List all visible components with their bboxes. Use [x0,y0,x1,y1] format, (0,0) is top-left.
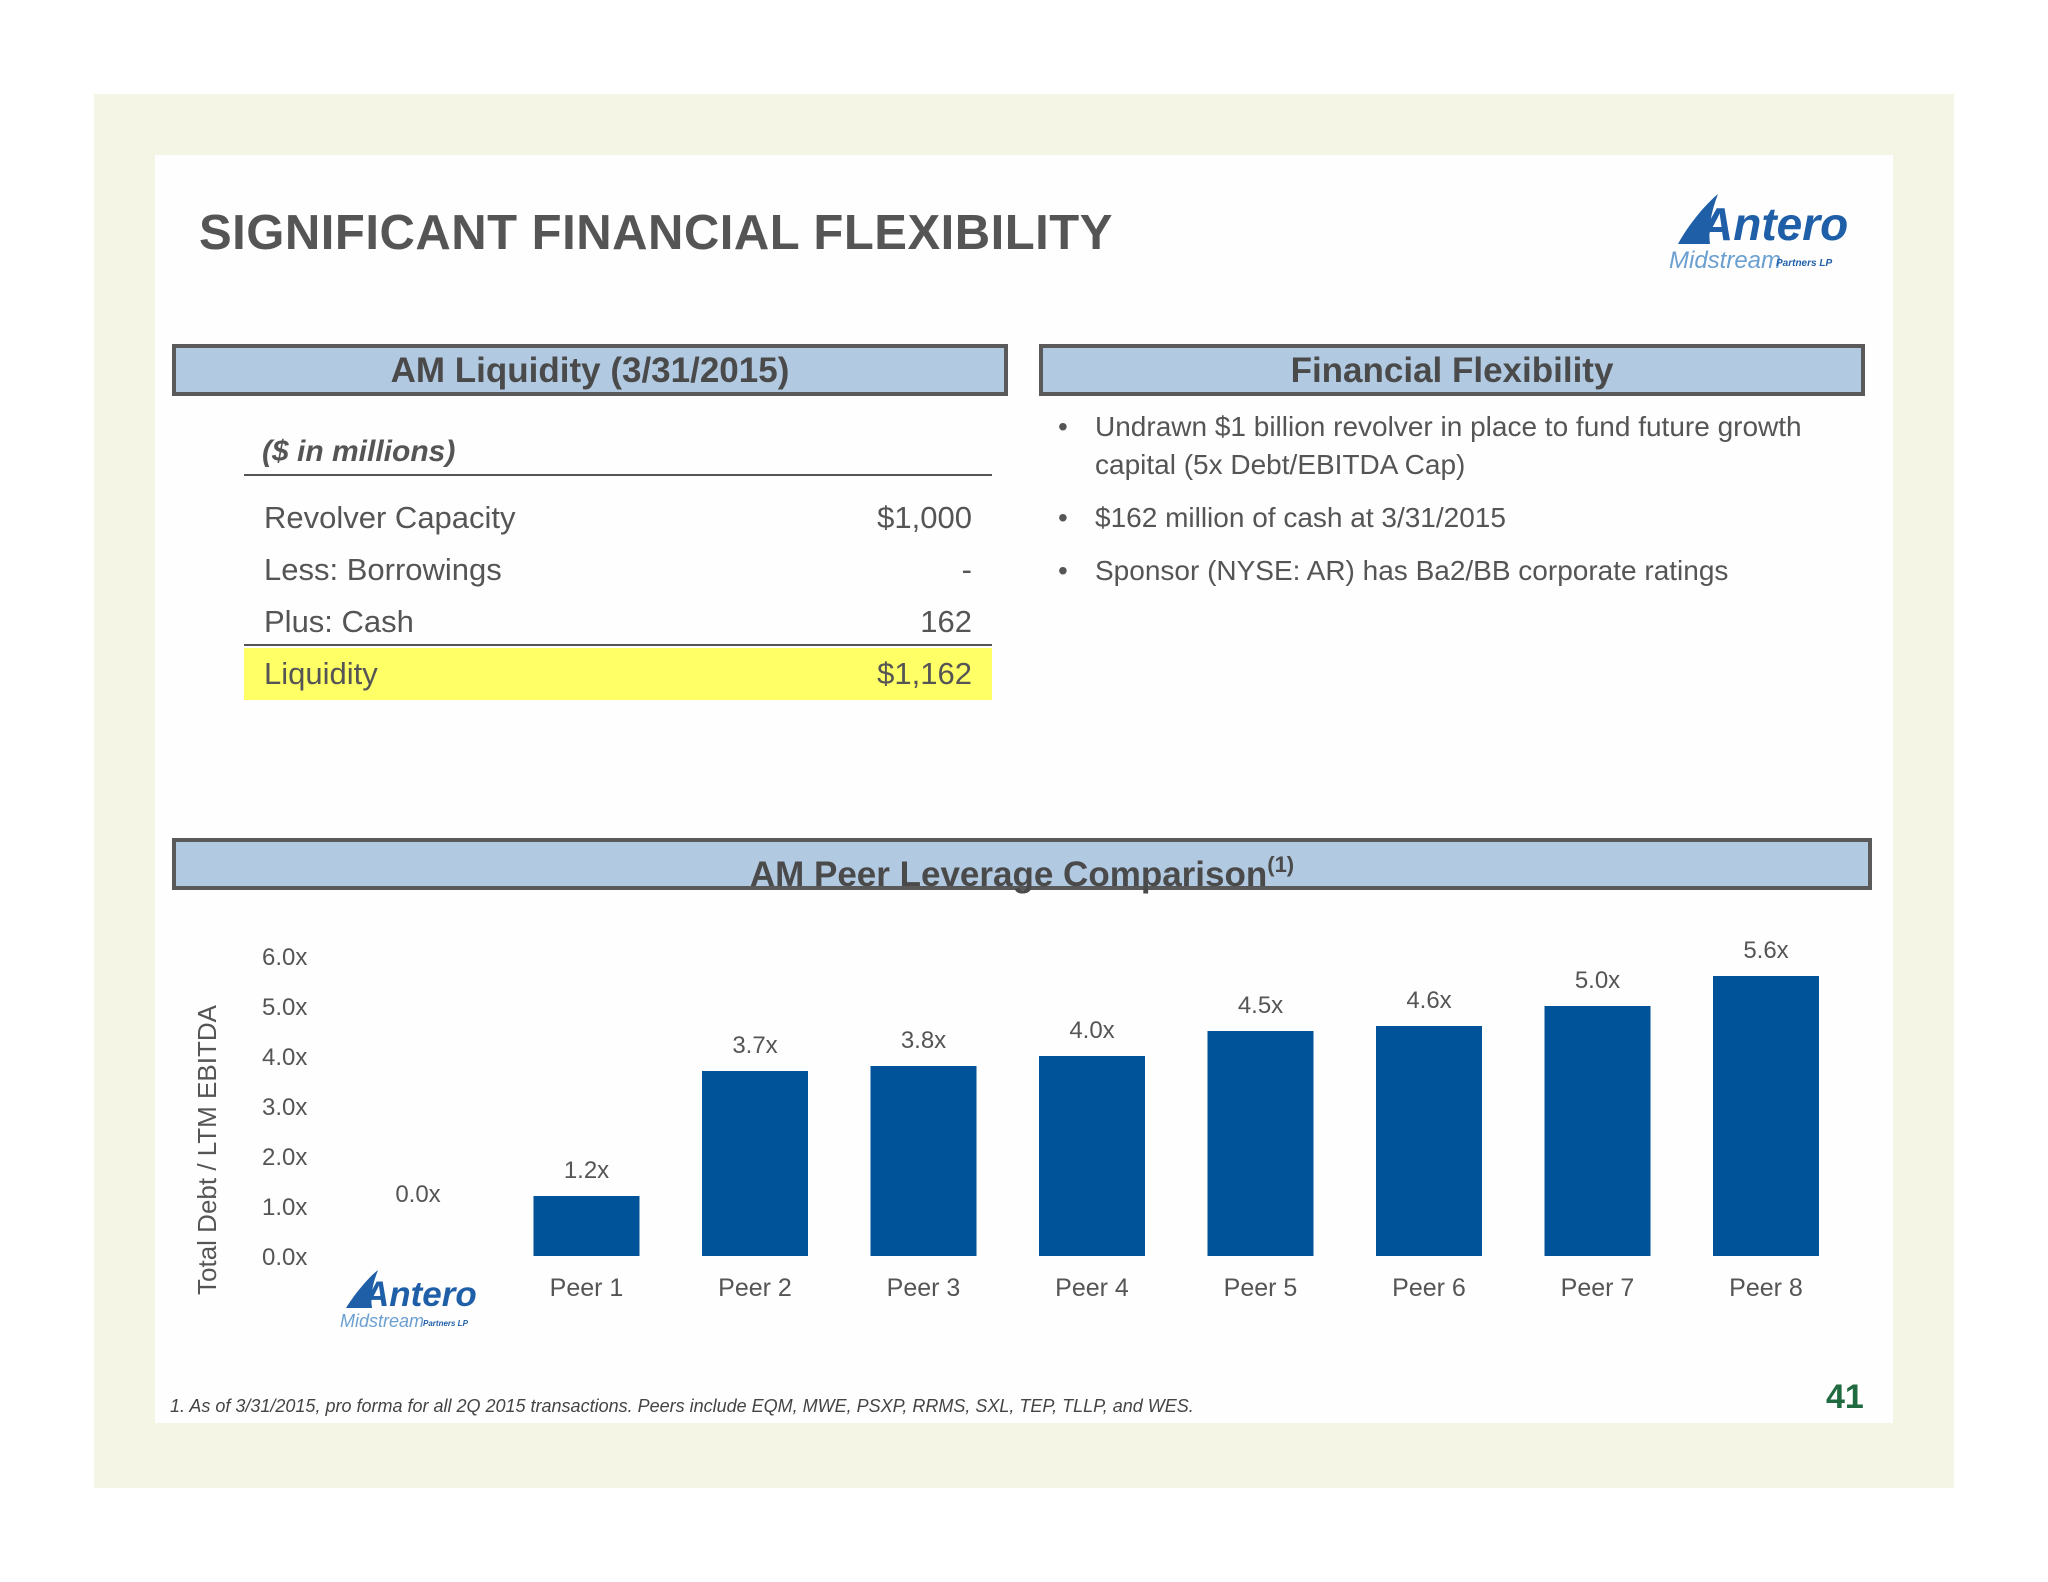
row-value: 162 [920,604,972,639]
bar [870,1066,977,1256]
x-tick-label: Peer 6 [1392,1274,1466,1302]
bullet-dot: • [1058,502,1068,533]
x-tick-label: Peer 4 [1055,1274,1129,1302]
logo-suffix-text: Partners LP [1776,258,1832,269]
x-tick-label: Peer 2 [718,1274,792,1302]
data-label: 3.8x [901,1027,946,1054]
bullet-item: • Sponsor (NYSE: AR) has Ba2/BB corporat… [1058,552,1848,590]
logo-sub-text: Midstream [340,1311,424,1331]
y-axis-title: Total Debt / LTM EBITDA [192,1004,222,1295]
bullet-dot: • [1058,555,1068,586]
peer-header-text: AM Peer Leverage Comparison [749,855,1268,894]
data-label: 4.5x [1238,992,1283,1019]
total-label: Liquidity [264,656,378,691]
data-label: 4.0x [1069,1017,1114,1044]
y-tick-label: 4.0x [262,1044,307,1071]
logo-sub-text: Midstream [1669,247,1781,274]
footnote: 1. As of 3/31/2015, pro forma for all 2Q… [170,1396,1194,1416]
logo-suffix-text: Partners LP [423,1319,469,1328]
table-total-rule [244,644,992,646]
bar [1713,976,1819,1256]
bar [1039,1056,1145,1256]
page-number: 41 [1826,1378,1864,1416]
row-label: Less: Borrowings [264,552,502,587]
x-tick-label: Peer 1 [550,1274,624,1302]
bar [1207,1031,1314,1256]
total-value: $1,162 [877,656,972,691]
y-tick-label: 3.0x [262,1094,307,1121]
x-tick-label: Peer 8 [1729,1274,1803,1302]
page-title: SIGNIFICANT FINANCIAL FLEXIBILITY [199,206,1113,260]
bullet-text: Undrawn $1 billion revolver in place to … [1095,411,1802,480]
y-tick-label: 0.0x [262,1244,307,1271]
liquidity-header: AM Liquidity (3/31/2015) [172,344,1008,396]
y-tick-label: 1.0x [262,1194,307,1221]
data-label: 5.0x [1575,967,1620,994]
data-label: 3.7x [732,1032,777,1059]
logo-main-text: Antero [1699,198,1848,250]
y-tick-label: 6.0x [262,944,307,971]
row-value: $1,000 [877,500,972,535]
bar [1376,1026,1482,1256]
x-tick-label: Peer 7 [1561,1274,1635,1302]
data-label: 0.0x [395,1181,440,1208]
row-label: Plus: Cash [264,604,414,639]
bullet-text: $162 million of cash at 3/31/2015 [1095,502,1506,533]
logo-main-text: Antero [363,1275,477,1314]
bullet-item: • Undrawn $1 billion revolver in place t… [1058,408,1848,484]
table-top-rule [244,474,992,476]
flame-icon [346,1270,378,1308]
antero-category-logo: Antero Midstream Partners LP [340,1270,477,1331]
table-row: Revolver Capacity $1,000 [244,492,992,544]
y-tick-label: 5.0x [262,994,307,1021]
flexibility-bullets: • Undrawn $1 billion revolver in place t… [1058,408,1848,605]
bar [1544,1006,1651,1256]
row-label: Revolver Capacity [264,500,516,535]
data-label: 4.6x [1406,987,1451,1014]
flame-icon [1678,194,1718,244]
bullet-item: • $162 million of cash at 3/31/2015 [1058,499,1848,537]
units-label: ($ in millions) [262,435,456,468]
y-tick-label: 2.0x [262,1144,307,1171]
peer-comparison-header: AM Peer Leverage Comparison(1) [172,838,1872,894]
row-value: - [961,552,972,587]
x-tick-label: Peer 3 [887,1274,961,1302]
bullet-text: Sponsor (NYSE: AR) has Ba2/BB corporate … [1095,555,1729,586]
bullet-dot: • [1058,411,1068,442]
flexibility-header: Financial Flexibility [1039,344,1865,396]
bar [533,1196,640,1256]
table-row: Less: Borrowings - [244,544,992,596]
table-row: Plus: Cash 162 [244,596,992,648]
total-row: Liquidity $1,162 [244,648,992,700]
data-label: 1.2x [564,1157,609,1184]
x-tick-label: Peer 5 [1224,1274,1298,1302]
antero-logo: Antero Midstream Partners LP [1669,194,1848,274]
bar [702,1071,808,1256]
data-label: 5.6x [1743,937,1788,964]
peer-header-sup: (1) [1267,852,1295,877]
